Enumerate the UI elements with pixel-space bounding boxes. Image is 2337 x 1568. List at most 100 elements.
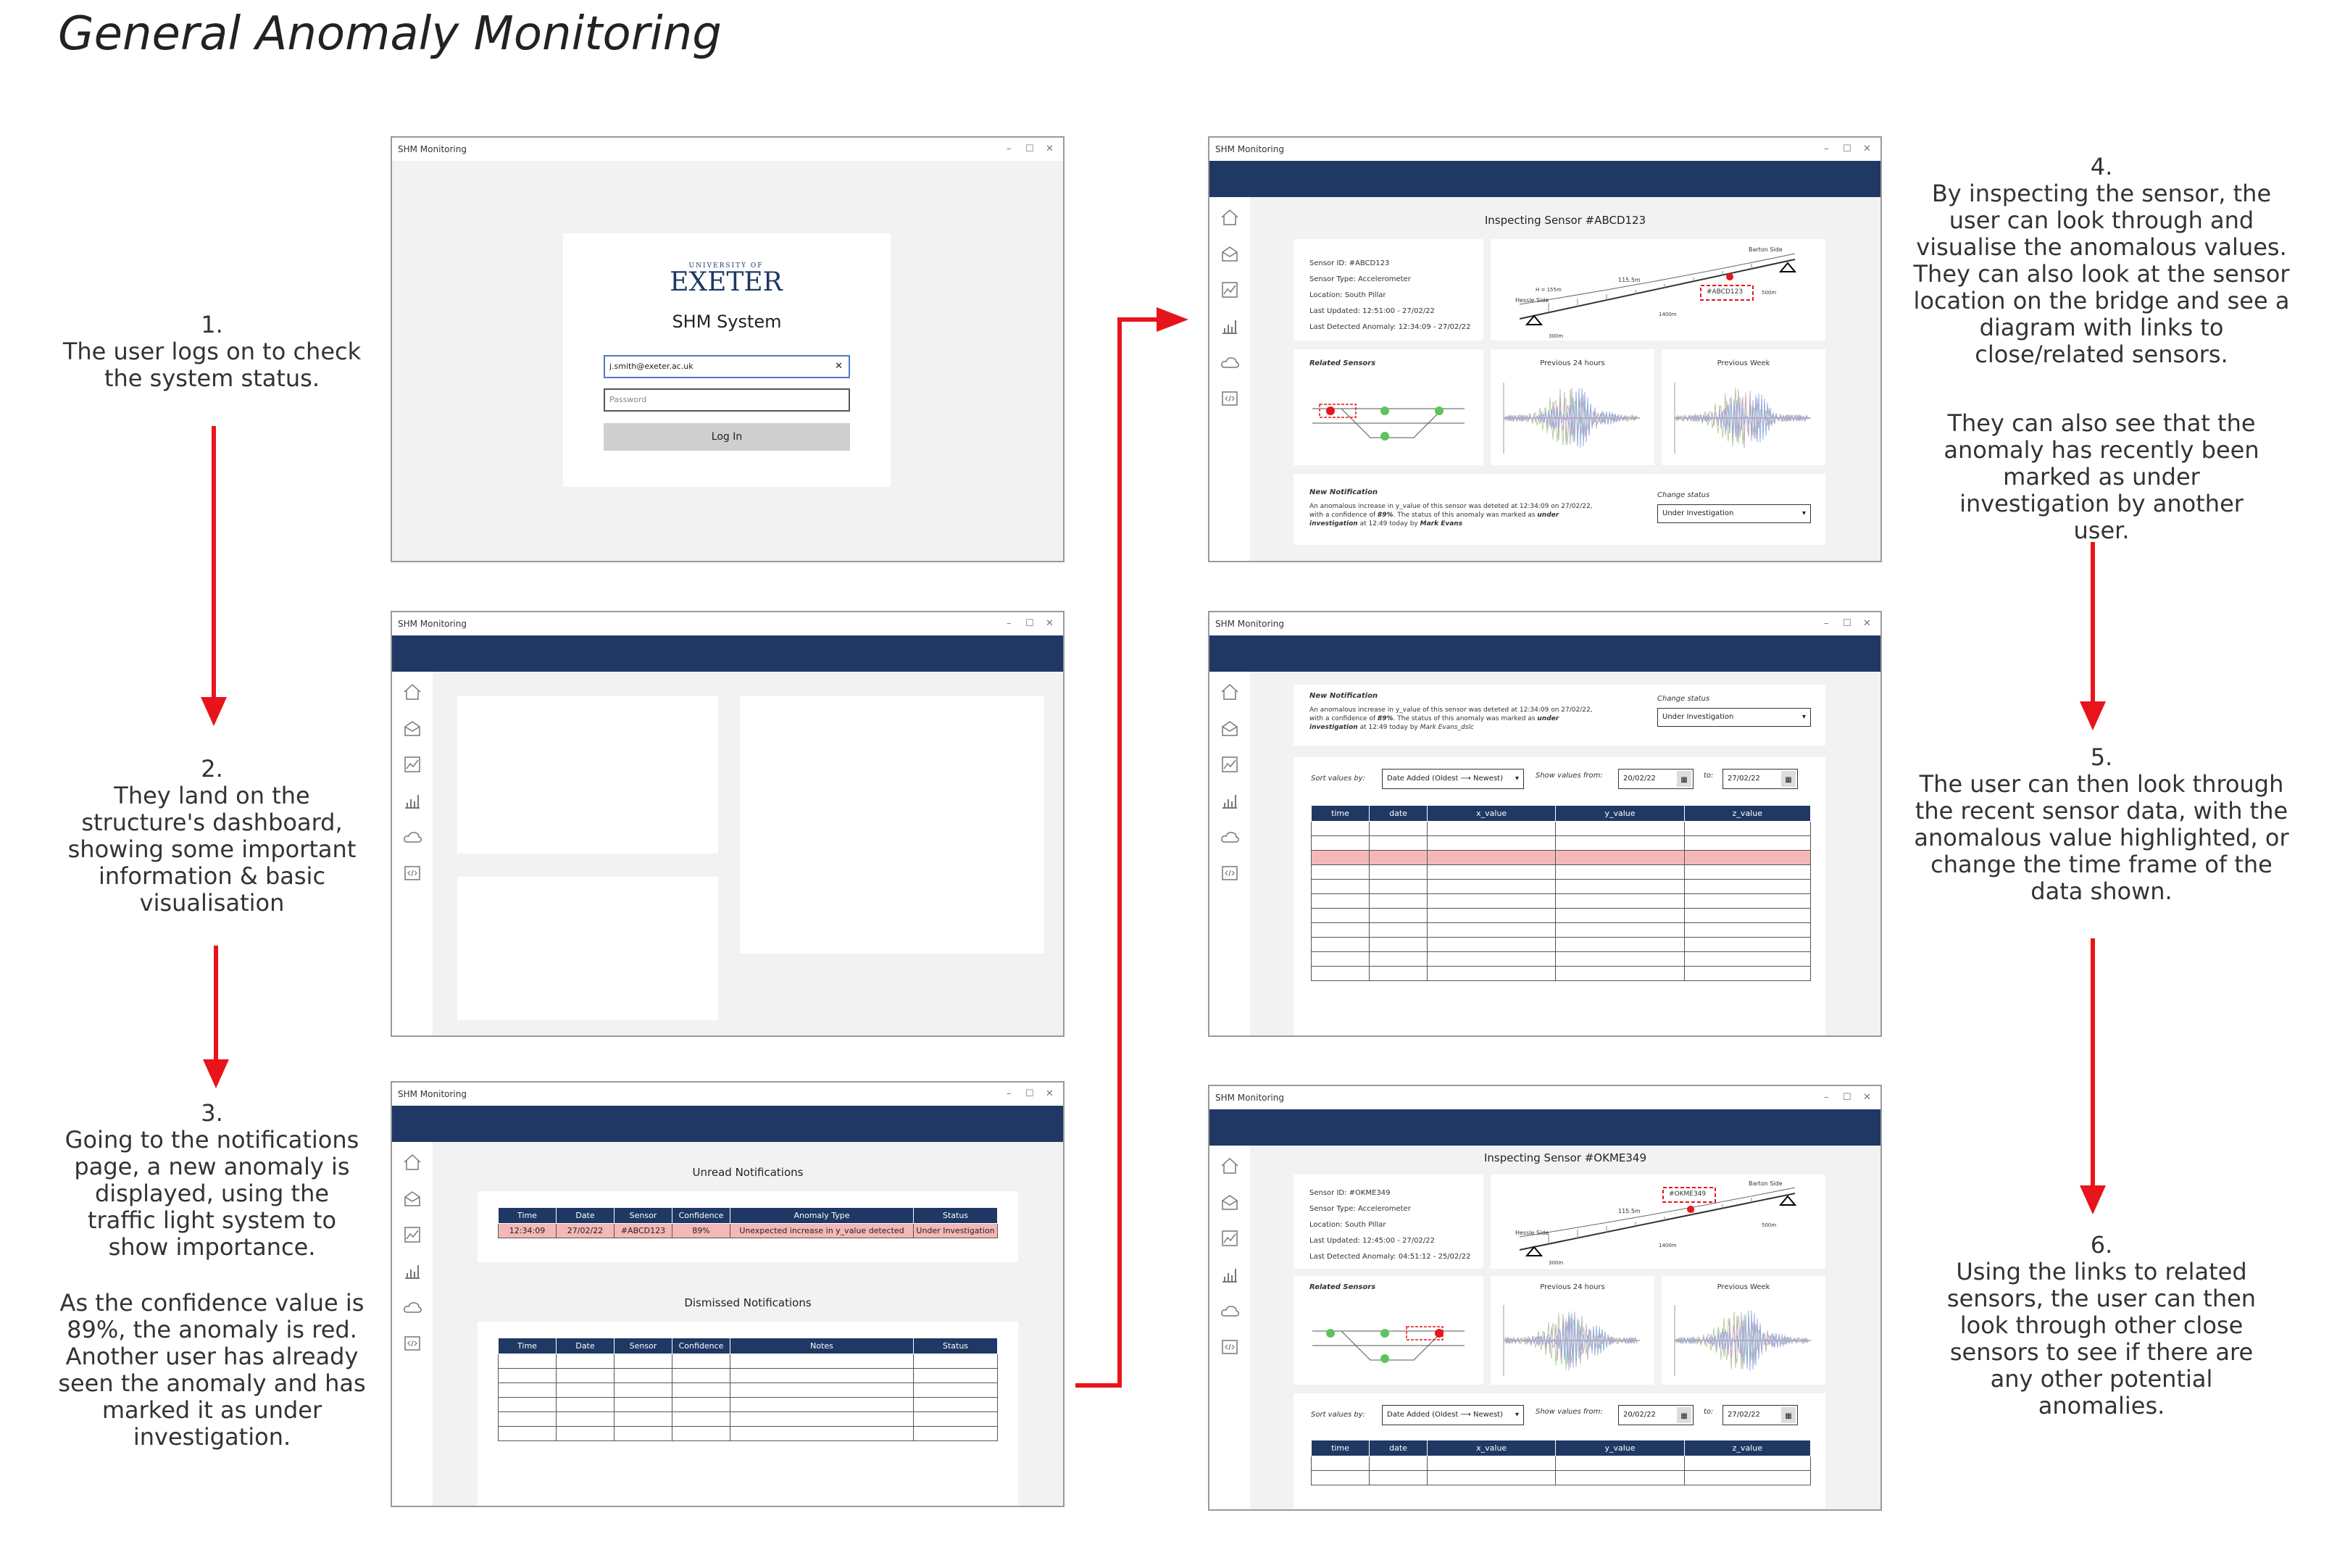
notification-icon[interactable] [1220, 1192, 1240, 1212]
col-header[interactable]: Confidence [672, 1207, 730, 1224]
table-row[interactable] [498, 1426, 998, 1441]
col-header[interactable]: time [1311, 1440, 1370, 1456]
col-header[interactable]: z_value [1683, 805, 1812, 822]
maximize-icon[interactable]: ☐ [1025, 618, 1034, 629]
cloud-icon[interactable] [1220, 827, 1240, 847]
col-header[interactable]: Sensor [614, 1207, 672, 1224]
table-row[interactable] [1311, 922, 1812, 938]
status-dropdown[interactable]: Under Investigation [1657, 504, 1811, 523]
home-icon[interactable] [1220, 1156, 1240, 1176]
cloud-icon[interactable] [1220, 1301, 1240, 1321]
cloud-icon[interactable] [402, 827, 422, 847]
col-header[interactable]: Notes [730, 1338, 914, 1354]
col-header[interactable]: y_value [1555, 805, 1685, 822]
bar-chart-icon[interactable] [1220, 316, 1240, 336]
minimize-icon[interactable]: – [1007, 143, 1012, 154]
col-header[interactable]: Date [556, 1338, 615, 1354]
notification-icon[interactable] [402, 1188, 422, 1209]
cloud-icon[interactable] [1220, 352, 1240, 372]
notification-icon[interactable] [1220, 718, 1240, 738]
bar-chart-icon[interactable] [1220, 1264, 1240, 1285]
chart-icon[interactable] [402, 1225, 422, 1245]
col-header[interactable]: date [1369, 1440, 1428, 1456]
notification-icon[interactable] [1220, 243, 1240, 264]
code-icon[interactable] [402, 863, 422, 883]
col-header[interactable]: date [1369, 805, 1428, 822]
col-header[interactable]: Date [556, 1207, 615, 1224]
from-date-picker[interactable]: 20/02/22 ▦ [1618, 769, 1694, 789]
table-row[interactable] [1311, 951, 1812, 967]
close-icon[interactable]: ✕ [1046, 618, 1054, 629]
code-icon[interactable] [1220, 388, 1240, 409]
minimize-icon[interactable]: – [1007, 618, 1012, 629]
table-row[interactable] [1311, 966, 1812, 981]
bar-chart-icon[interactable] [402, 791, 422, 811]
minimize-icon[interactable]: – [1007, 1088, 1012, 1099]
password-field[interactable]: Password [604, 388, 850, 412]
close-icon[interactable]: ✕ [1863, 1092, 1871, 1103]
chart-icon[interactable] [1220, 280, 1240, 300]
col-header[interactable]: z_value [1683, 1440, 1812, 1456]
anomaly-row[interactable]: 12:34:09 27/02/22 #ABCD123 89% Unexpecte… [498, 1223, 998, 1238]
calendar-icon[interactable]: ▦ [1677, 1407, 1691, 1423]
maximize-icon[interactable]: ☐ [1843, 618, 1851, 629]
sort-dropdown[interactable]: Date Added (Oldest ⟶ Newest) [1382, 769, 1524, 789]
minimize-icon[interactable]: – [1824, 618, 1829, 629]
sort-dropdown[interactable]: Date Added (Oldest ⟶ Newest) [1382, 1405, 1524, 1425]
from-date-picker[interactable]: 20/02/22 ▦ [1618, 1405, 1694, 1425]
bar-chart-icon[interactable] [402, 1261, 422, 1281]
calendar-icon[interactable]: ▦ [1677, 771, 1691, 787]
to-date-picker[interactable]: 27/02/22 ▦ [1722, 1405, 1798, 1425]
home-icon[interactable] [1220, 207, 1240, 228]
table-row[interactable] [1311, 879, 1812, 894]
maximize-icon[interactable]: ☐ [1843, 143, 1851, 154]
chart-icon[interactable] [1220, 754, 1240, 775]
cell-sensor[interactable]: #ABCD123 [614, 1223, 672, 1238]
table-row[interactable] [1311, 893, 1812, 909]
table-row[interactable] [498, 1397, 998, 1412]
col-header[interactable]: Status [913, 1338, 998, 1354]
close-icon[interactable]: ✕ [1863, 618, 1871, 629]
sensor-tag[interactable]: #ABCD123 [1707, 288, 1744, 296]
code-icon[interactable] [1220, 1337, 1240, 1357]
home-icon[interactable] [402, 682, 422, 702]
sensor-tag[interactable]: #OKME349 [1669, 1190, 1707, 1198]
table-row[interactable] [1311, 937, 1812, 952]
status-dropdown[interactable]: Under Investigation [1657, 708, 1811, 727]
col-header[interactable]: x_value [1426, 805, 1557, 822]
cloud-icon[interactable] [402, 1297, 422, 1317]
col-header[interactable]: Status [913, 1207, 998, 1224]
home-icon[interactable] [1220, 682, 1240, 702]
close-icon[interactable]: ✕ [1863, 143, 1871, 154]
calendar-icon[interactable]: ▦ [1781, 1407, 1796, 1423]
table-row[interactable] [498, 1354, 998, 1369]
col-header[interactable]: Time [498, 1207, 557, 1224]
email-field[interactable]: j.smith@exeter.ac.uk ✕ [604, 355, 850, 378]
col-header[interactable]: time [1311, 805, 1370, 822]
table-row[interactable] [1311, 908, 1812, 923]
minimize-icon[interactable]: – [1824, 143, 1829, 154]
maximize-icon[interactable]: ☐ [1025, 143, 1034, 154]
table-row[interactable] [1311, 821, 1812, 836]
col-header[interactable]: Time [498, 1338, 557, 1354]
col-header[interactable]: Anomaly Type [730, 1207, 914, 1224]
table-row[interactable] [498, 1383, 998, 1398]
chart-icon[interactable] [1220, 1228, 1240, 1248]
table-row[interactable] [498, 1411, 998, 1427]
calendar-icon[interactable]: ▦ [1781, 771, 1796, 787]
table-row[interactable] [1311, 850, 1812, 865]
bar-chart-icon[interactable] [1220, 791, 1240, 811]
close-icon[interactable]: ✕ [1046, 1088, 1054, 1099]
to-date-picker[interactable]: 27/02/22 ▦ [1722, 769, 1798, 789]
notification-icon[interactable] [402, 718, 422, 738]
table-row[interactable] [1311, 864, 1812, 880]
login-button[interactable]: Log In [604, 423, 850, 451]
col-header[interactable]: Sensor [614, 1338, 672, 1354]
table-row[interactable] [1311, 835, 1812, 851]
maximize-icon[interactable]: ☐ [1843, 1092, 1851, 1103]
table-row[interactable] [498, 1368, 998, 1383]
table-row[interactable] [1311, 1470, 1812, 1485]
code-icon[interactable] [1220, 863, 1240, 883]
code-icon[interactable] [402, 1333, 422, 1354]
col-header[interactable]: y_value [1555, 1440, 1685, 1456]
